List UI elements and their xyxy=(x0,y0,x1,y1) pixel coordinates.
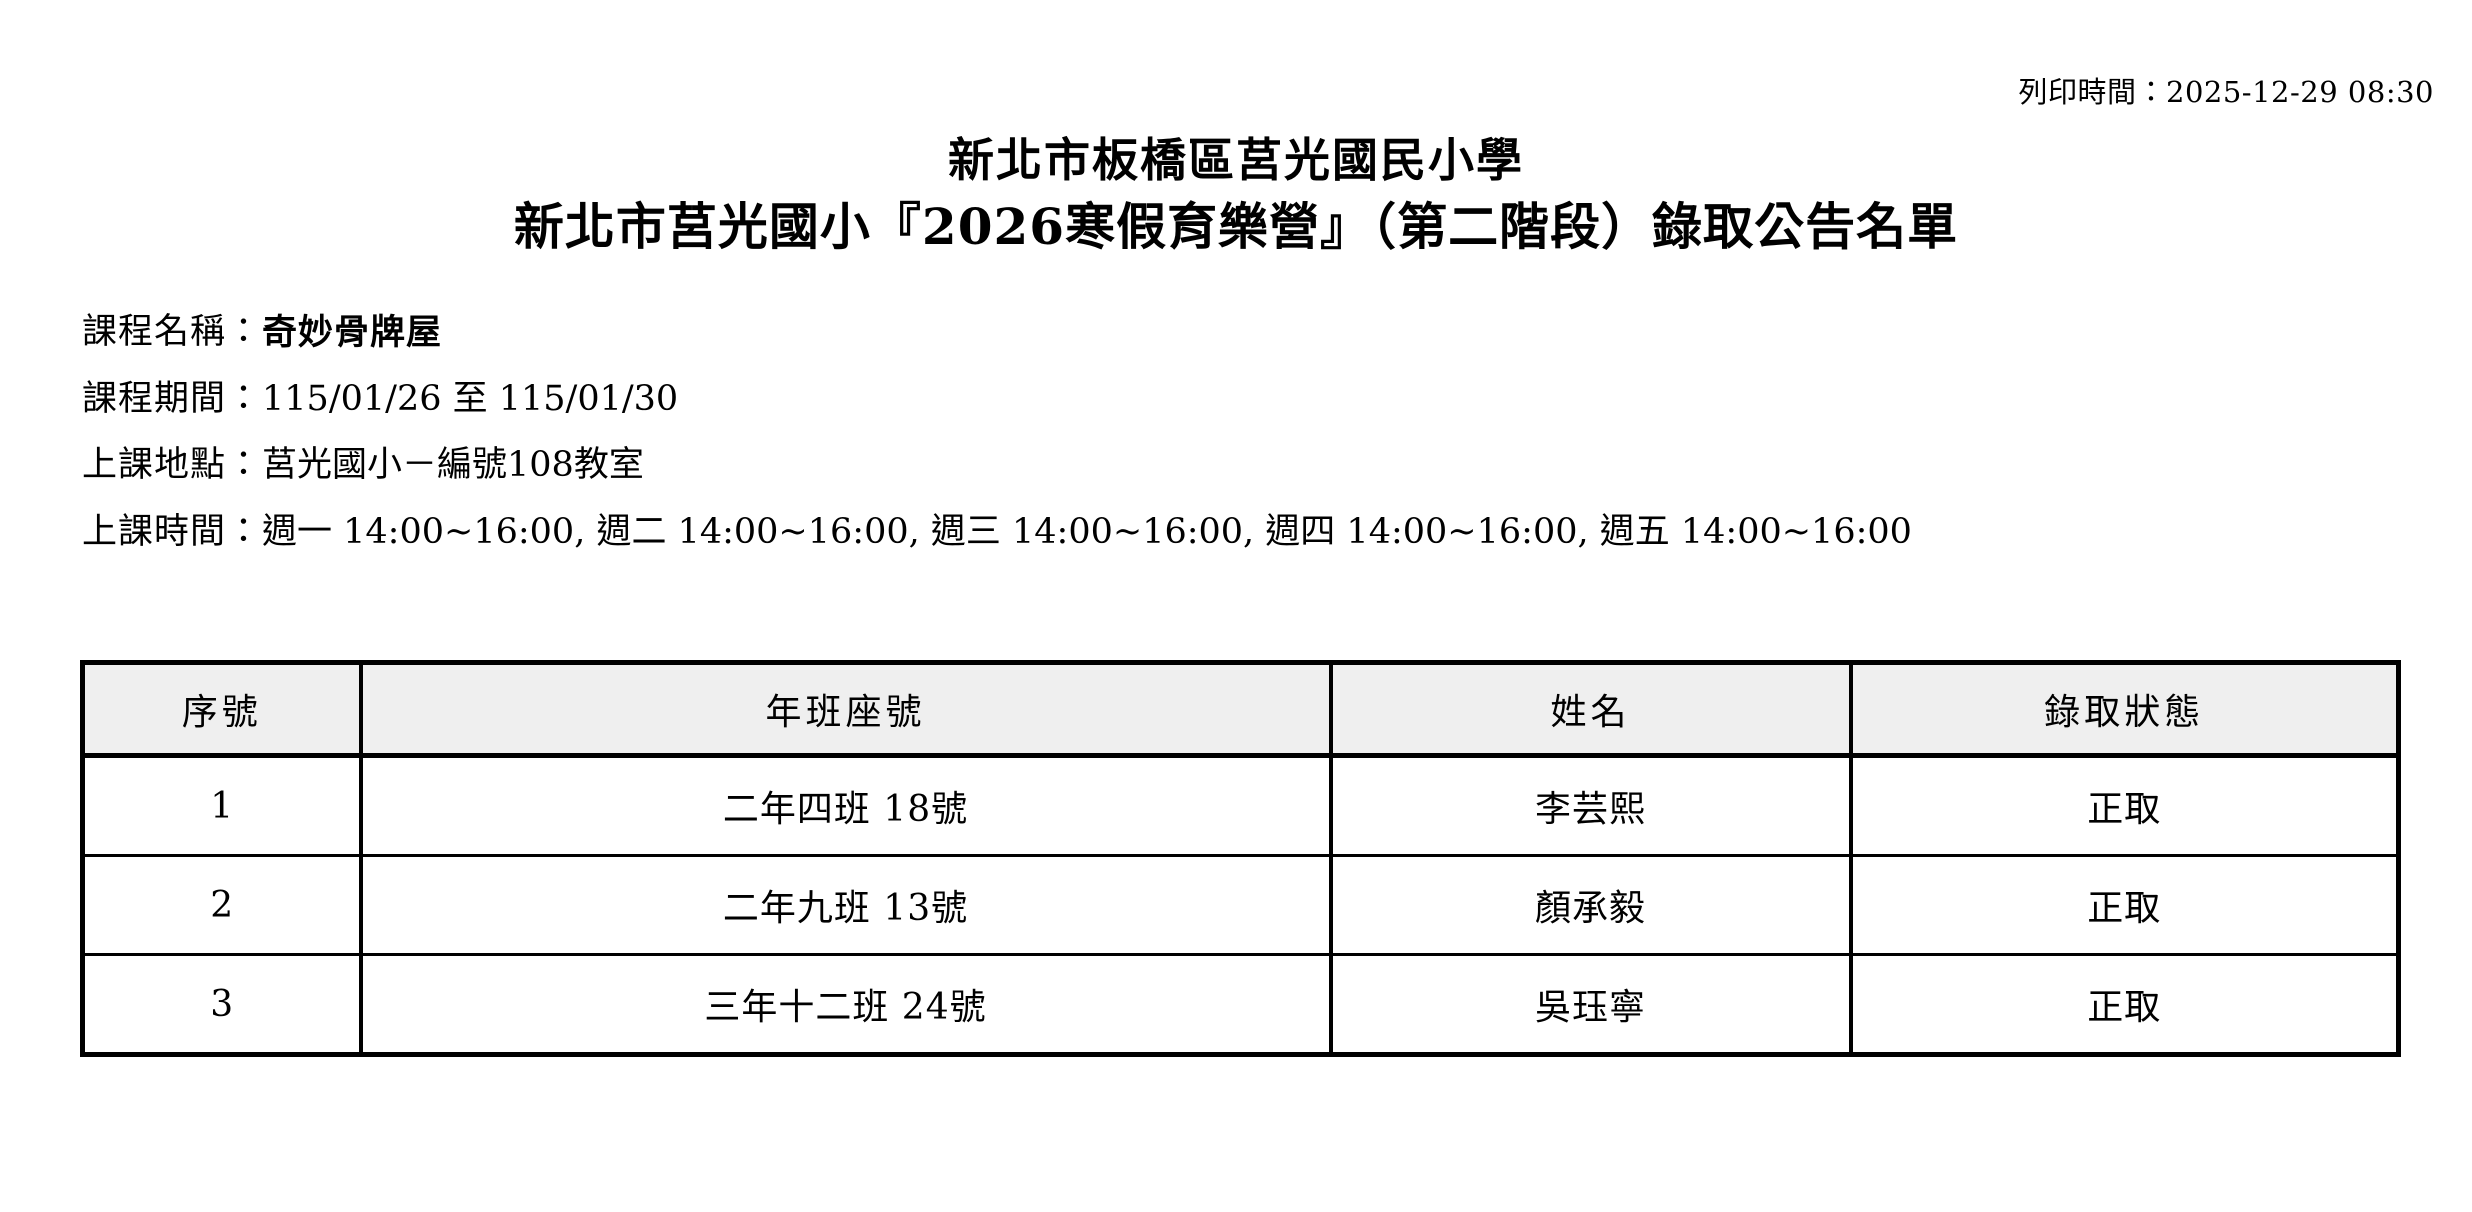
table-row: 1 二年四班 18號 李芸熙 正取 xyxy=(82,755,2399,857)
cell-status: 正取 xyxy=(1850,755,2399,857)
course-info-block: 課程名稱： 奇妙骨牌屋 課程期間： 115/01/26 至 115/01/30 … xyxy=(82,310,2402,555)
column-header-class: 年班座號 xyxy=(360,662,1333,758)
course-name-value: 奇妙骨牌屋 xyxy=(262,312,443,353)
print-timestamp: 列印時間：2025-12-29 08:30 xyxy=(2018,75,2434,109)
course-name-label: 課程名稱： xyxy=(82,312,263,352)
column-header-name: 姓名 xyxy=(1330,662,1853,758)
course-location-row: 上課地點： 莒光國小－編號108教室 xyxy=(82,443,2402,489)
cell-status: 正取 xyxy=(1850,855,2399,956)
course-period-value: 115/01/26 至 115/01/30 xyxy=(262,378,679,419)
table-header-row: 序號 年班座號 姓名 錄取狀態 xyxy=(82,662,2399,758)
course-name-row: 課程名稱： 奇妙骨牌屋 xyxy=(82,310,2402,356)
roster-table-body: 1 二年四班 18號 李芸熙 正取 2 二年九班 13號 顏承毅 正取 3 三年… xyxy=(82,755,2399,1055)
roster-table-header: 序號 年班座號 姓名 錄取狀態 xyxy=(82,662,2399,758)
course-times-row: 上課時間： 週一 14:00~16:00, 週二 14:00~16:00, 週三… xyxy=(82,510,2402,556)
announcement-title: 新北市莒光國小『2026寒假育樂營』（第二階段）錄取公告名單 xyxy=(513,197,1959,257)
document-titles: 新北市板橋區莒光國民小學 新北市莒光國小『2026寒假育樂營』（第二階段）錄取公… xyxy=(0,132,2472,259)
cell-class-seat: 三年十二班 24號 xyxy=(360,954,1333,1055)
course-location-label: 上課地點： xyxy=(82,445,263,485)
roster-table-container: 序號 年班座號 姓名 錄取狀態 1 二年四班 18號 李芸熙 正取 2 二年九班… xyxy=(80,660,2401,1057)
course-times-value: 週一 14:00~16:00, 週二 14:00~16:00, 週三 14:00… xyxy=(262,511,1912,552)
table-row: 3 三年十二班 24號 吳珏寧 正取 xyxy=(82,954,2399,1055)
cell-seq: 1 xyxy=(82,755,363,857)
cell-status: 正取 xyxy=(2087,987,2162,1028)
cell-class-seat: 二年四班 18號 xyxy=(360,755,1333,857)
table-row: 2 二年九班 13號 顏承毅 正取 xyxy=(82,855,2399,956)
school-name-title: 新北市板橋區莒光國民小學 xyxy=(948,133,1524,187)
column-header-status: 錄取狀態 xyxy=(1850,662,2399,758)
cell-name: 吳珏寧 xyxy=(1330,954,1853,1055)
cell-class-seat: 二年九班 13號 xyxy=(360,855,1333,956)
course-period-row: 課程期間： 115/01/26 至 115/01/30 xyxy=(82,377,2402,423)
column-header-seq: 序號 xyxy=(82,662,363,758)
cell-name: 顏承毅 xyxy=(1330,855,1853,956)
cell-seq: 2 xyxy=(82,855,363,956)
course-times-label: 上課時間： xyxy=(82,511,263,552)
roster-table: 序號 年班座號 姓名 錄取狀態 1 二年四班 18號 李芸熙 正取 2 二年九班… xyxy=(80,660,2401,1057)
cell-name: 李芸熙 xyxy=(1330,755,1853,857)
course-location-value: 莒光國小－編號108教室 xyxy=(262,445,644,485)
course-period-label: 課程期間： xyxy=(82,378,263,419)
cell-seq: 3 xyxy=(82,954,363,1055)
